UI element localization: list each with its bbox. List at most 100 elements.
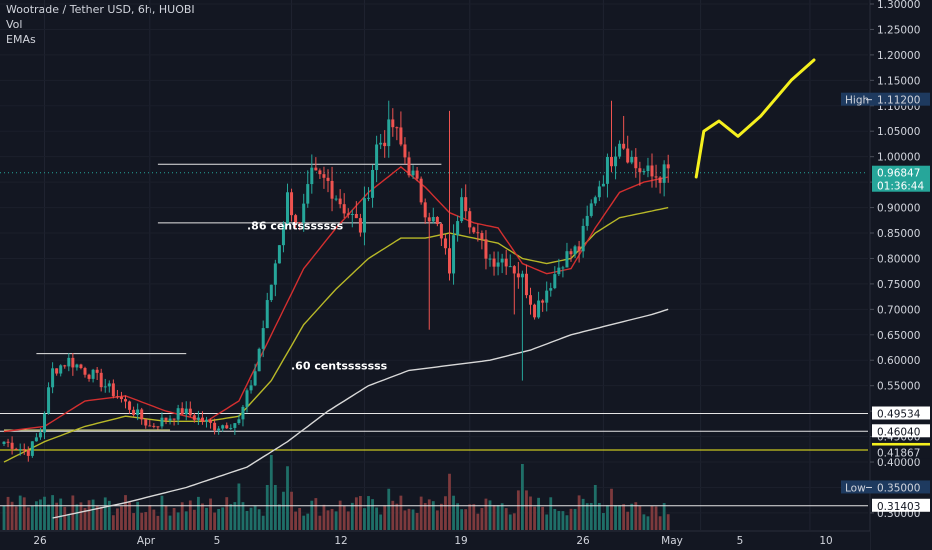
candle bbox=[281, 221, 285, 253]
volume-bar bbox=[346, 511, 350, 530]
volume-bar bbox=[172, 508, 176, 530]
candle bbox=[658, 176, 662, 194]
time-tick-label: 10 bbox=[819, 535, 832, 547]
volume-bar bbox=[164, 505, 168, 530]
candle bbox=[529, 287, 532, 315]
candle bbox=[314, 157, 318, 171]
candle-body bbox=[553, 274, 557, 289]
volume-bar bbox=[646, 516, 650, 530]
candle-body bbox=[403, 144, 407, 158]
candle bbox=[67, 353, 71, 372]
volume-bar bbox=[75, 504, 79, 530]
volume-bar bbox=[399, 495, 403, 530]
candle bbox=[419, 176, 423, 205]
candle bbox=[30, 441, 34, 458]
level-label: 0.41867 bbox=[872, 445, 930, 460]
level-label-background bbox=[872, 92, 930, 106]
volume-bar bbox=[342, 505, 346, 530]
candle-body bbox=[164, 417, 168, 421]
candle-body bbox=[411, 170, 415, 176]
candle-body bbox=[233, 423, 237, 428]
volume-bar bbox=[363, 508, 366, 530]
candle-body bbox=[136, 409, 140, 415]
candle-body bbox=[128, 401, 132, 410]
volume-bar bbox=[492, 505, 496, 530]
level-label-background bbox=[872, 165, 930, 192]
candle-body bbox=[71, 357, 75, 368]
candle bbox=[622, 115, 626, 150]
price-tick-label: 0.65000 bbox=[877, 330, 920, 342]
candle-body bbox=[646, 165, 650, 172]
indicator-emas-label[interactable]: EMAs bbox=[6, 33, 36, 46]
volume-bar bbox=[233, 502, 237, 530]
candle bbox=[115, 389, 119, 399]
candle-body bbox=[119, 396, 123, 400]
candles bbox=[2, 100, 670, 462]
level-label-background bbox=[872, 424, 930, 438]
candle-body bbox=[650, 165, 654, 177]
candle bbox=[265, 292, 269, 329]
candle-body bbox=[601, 183, 605, 187]
volume-bar bbox=[197, 496, 200, 530]
candle-body bbox=[322, 174, 326, 178]
candle bbox=[642, 168, 646, 175]
volume-bar bbox=[152, 509, 156, 530]
volume-bar bbox=[168, 515, 172, 530]
volume-bar bbox=[630, 503, 634, 530]
candle bbox=[630, 150, 634, 165]
volume-bar bbox=[444, 496, 447, 530]
candle-body bbox=[156, 426, 160, 428]
candle bbox=[18, 443, 22, 456]
volume-bar bbox=[87, 500, 91, 530]
candle bbox=[626, 135, 630, 164]
volume-bar bbox=[338, 500, 342, 530]
price-tick-label: 1.05000 bbox=[877, 126, 920, 138]
level-label: 0.31403 bbox=[872, 498, 930, 513]
volume-bar bbox=[241, 502, 245, 530]
candle-body bbox=[67, 357, 71, 367]
candle bbox=[233, 423, 237, 435]
volume-bar bbox=[456, 503, 459, 530]
volume-bar bbox=[448, 473, 451, 530]
candle bbox=[326, 169, 330, 193]
volume-bar bbox=[496, 505, 500, 530]
volume-bar bbox=[217, 508, 221, 530]
candle bbox=[557, 258, 561, 276]
candle-body bbox=[537, 300, 541, 318]
candle-body bbox=[358, 218, 362, 233]
candle-body bbox=[545, 290, 549, 303]
volume-bar bbox=[354, 497, 358, 530]
candle-body bbox=[290, 192, 294, 216]
candle bbox=[330, 166, 334, 212]
time-tick-label: 5 bbox=[214, 535, 221, 547]
candle bbox=[484, 230, 488, 270]
candle bbox=[427, 212, 431, 330]
volume-bar bbox=[516, 490, 520, 530]
volume-bar bbox=[326, 510, 330, 530]
volume-bar bbox=[452, 495, 455, 530]
projection-curve bbox=[694, 58, 816, 179]
candle bbox=[520, 270, 524, 381]
candle bbox=[403, 137, 407, 165]
time-tick-label: 26 bbox=[576, 535, 590, 547]
volume-bar bbox=[107, 500, 111, 530]
candle bbox=[10, 436, 14, 455]
candle bbox=[160, 412, 164, 429]
candle-body bbox=[387, 119, 391, 147]
candle-body bbox=[87, 374, 91, 379]
candle bbox=[448, 110, 451, 281]
level-label-text: 0.96847 bbox=[877, 168, 920, 180]
volume-bar bbox=[472, 504, 476, 530]
volume-bar bbox=[298, 507, 302, 530]
level-label-background bbox=[872, 498, 930, 512]
candle bbox=[464, 184, 468, 219]
volume-bar bbox=[322, 504, 326, 530]
candle-body bbox=[111, 383, 115, 397]
indicator-vol-label[interactable]: Vol bbox=[6, 18, 23, 31]
candle-body bbox=[188, 408, 192, 416]
volume-bar bbox=[269, 455, 273, 530]
candle bbox=[95, 367, 99, 381]
candle bbox=[91, 368, 95, 383]
candle bbox=[350, 209, 354, 228]
